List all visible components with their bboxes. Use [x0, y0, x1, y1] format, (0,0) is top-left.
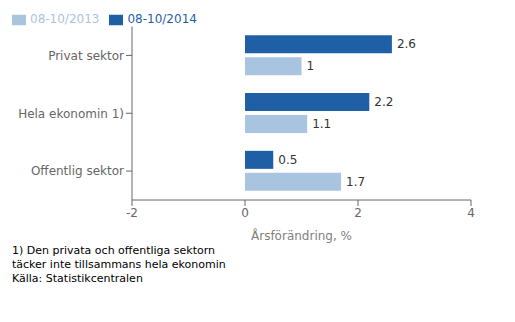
svg-text:Offentlig sektor: Offentlig sektor: [31, 164, 124, 178]
svg-text:1.1: 1.1: [312, 117, 331, 131]
svg-text:2: 2: [354, 206, 362, 220]
svg-text:0.5: 0.5: [278, 153, 297, 167]
html-text:08-10/2013: 08-10/2013: [30, 12, 100, 26]
svg-text:Årsförändring, %: Årsförändring, %: [251, 228, 352, 243]
svg-text:0: 0: [241, 206, 249, 220]
svg-text:1.7: 1.7: [346, 175, 365, 189]
html-text:1) Den privata och offentliga: 1) Den privata och offentliga sektorn: [12, 244, 215, 257]
svg-text:2.6: 2.6: [397, 37, 416, 51]
html-text:Källa: Statistikcentralen: Källa: Statistikcentralen: [12, 272, 143, 285]
svg-text:Privat sektor: Privat sektor: [48, 49, 124, 63]
svg-text:Hela ekonomin 1): Hela ekonomin 1): [18, 107, 124, 121]
svg-text:4: 4: [467, 206, 475, 220]
svg-text:1: 1: [307, 59, 315, 73]
html-text:08-10/2014: 08-10/2014: [127, 12, 197, 26]
svg-text:2.2: 2.2: [374, 95, 393, 109]
html-text:täcker inte tillsammans hela e: täcker inte tillsammans hela ekonomin: [12, 258, 226, 271]
svg-text:-2: -2: [126, 206, 138, 220]
